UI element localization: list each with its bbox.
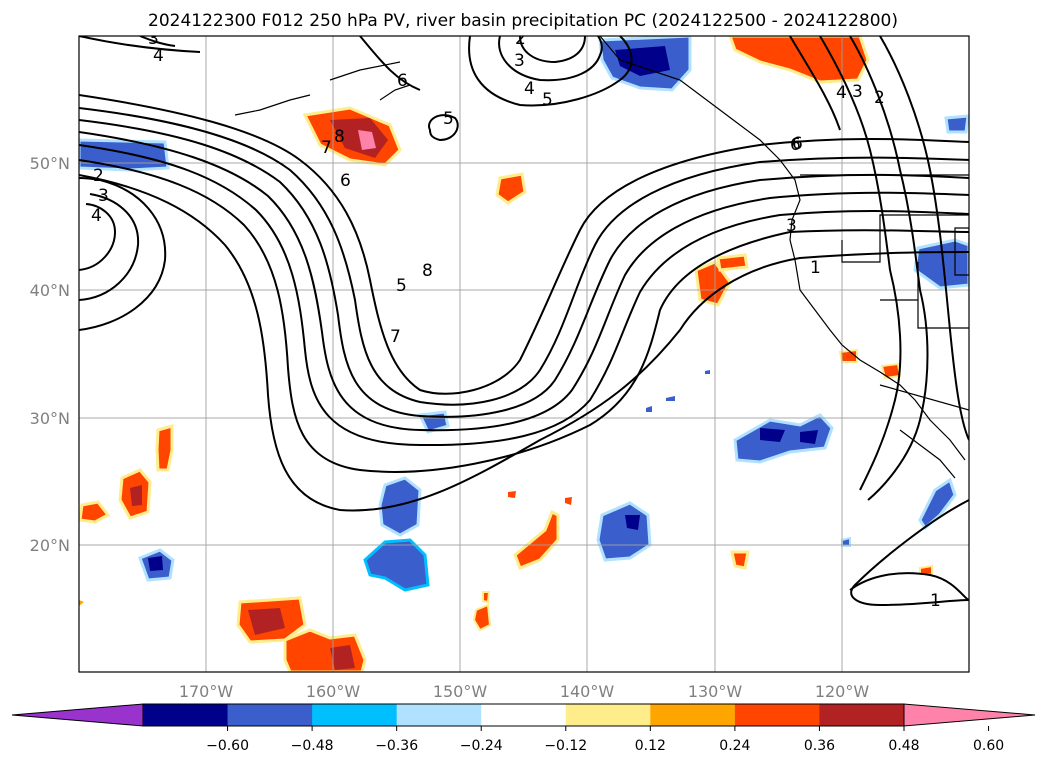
contour-label: 4 [91,206,102,226]
contour-label: 3 [852,82,863,102]
contour-label: 6 [340,171,351,191]
lon-tick-labels: 170°W 160°W 150°W 140°W 130°W 120°W [179,682,870,701]
colorbar-tick-label: 0.24 [719,738,750,754]
coastlines [234,36,969,479]
colorbar-bin [143,704,229,726]
lon-tick-label: 130°W [688,682,743,701]
contour-label: 4 [836,83,847,103]
contour-label: 5 [396,276,407,296]
colorbar-extend-high [903,703,1036,727]
colorbar: −0.60 −0.48 −0.36 −0.24 −0.12 0.12 0.24 0.36 0.4… [11,703,1036,754]
lat-tick-label: 50°N [30,154,70,173]
lon-tick-label: 140°W [560,682,615,701]
contour-label: 6 [790,135,801,155]
lat-tick-label: 30°N [30,409,70,428]
colorbar-tick-label: 0.12 [635,738,666,754]
contour-label: 5 [542,90,553,110]
contour-label: 3 [786,216,797,236]
contour-labels: 3 4 2 3 4 6 2 3 4 5 5 7 8 6 5 8 7 6 2 3 … [91,29,941,611]
colorbar-tick-label: −0.60 [206,738,249,754]
colorbar-tick-label: −0.36 [375,738,418,754]
contour-label: 8 [334,127,345,147]
colorbar-extend-low [11,703,144,727]
colorbar-tick-label: 0.60 [973,738,1004,754]
contour-label: 7 [321,138,332,158]
contour-label: 5 [443,109,454,129]
contour-label: 8 [422,261,433,281]
contour-label: 1 [930,591,941,611]
contour-label: 6 [397,71,408,91]
lat-tick-label: 40°N [30,281,70,300]
colorbar-tick-label: −0.12 [544,738,587,754]
colorbar-tick-label: 0.36 [804,738,835,754]
gridlines [79,36,969,672]
contour-label: 4 [153,46,164,66]
contour-label: 2 [874,88,885,108]
map-content: 3 4 2 3 4 6 2 3 4 5 5 7 8 6 5 8 7 6 2 3 … [79,29,969,672]
colorbar-bin [227,704,313,726]
colorbar-tick-label: −0.24 [460,738,503,754]
contour-label: 1 [810,258,821,278]
contour-label: 7 [390,327,401,347]
colorbar-bin [396,704,482,726]
colorbar-tick-label: 0.48 [888,738,919,754]
contour-label: 3 [514,51,525,71]
map-frame [78,35,970,673]
contour-label: 3 [148,29,159,49]
pv-contours [79,36,969,607]
colorbar-bin [481,704,567,726]
colorbar-frame [142,703,905,727]
contour-label: 6 [792,134,803,154]
lon-tick-label: 160°W [306,682,361,701]
colorbar-tick-label: −0.48 [291,738,334,754]
lat-tick-label: 20°N [30,536,70,555]
lat-tick-labels: 20°N 30°N 40°N 50°N [30,154,70,555]
contour-label: 4 [524,79,535,99]
contour-label: 2 [93,166,104,186]
colorbar-bin [312,704,398,726]
contour-label: 3 [98,186,109,206]
colorbar-bin [819,704,905,726]
colorbar-bin [734,704,820,726]
lon-tick-label: 120°W [815,682,870,701]
colorbar-bin [650,704,736,726]
contour-label: 2 [515,29,526,49]
lon-tick-label: 170°W [179,682,234,701]
lon-tick-label: 150°W [433,682,488,701]
figure-title: 2024122300 F012 250 hPa PV, river basin … [148,11,898,31]
colorbar-bin [565,704,651,726]
